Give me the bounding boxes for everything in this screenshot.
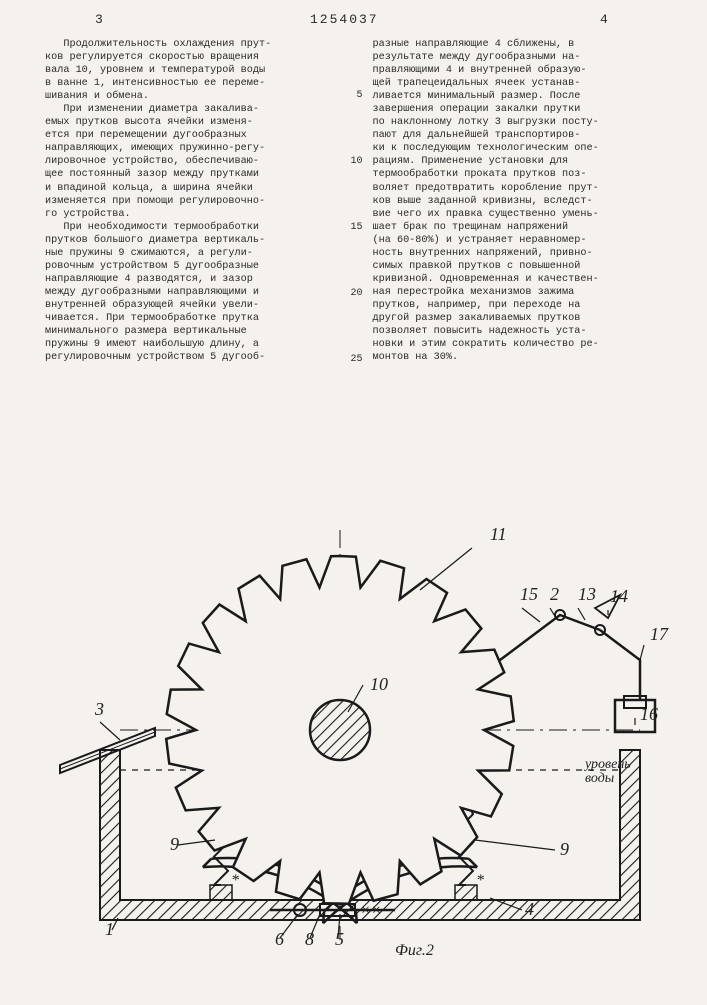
svg-text:9: 9 [560, 839, 569, 859]
document-number: 1254037 [310, 12, 379, 27]
svg-text:14: 14 [610, 586, 628, 606]
svg-text:Фиг.2: Фиг.2 [395, 942, 434, 959]
svg-text:17: 17 [650, 624, 669, 644]
svg-text:9: 9 [170, 834, 179, 854]
svg-text:××: ×× [360, 902, 382, 919]
svg-text:6: 6 [275, 929, 284, 949]
svg-text:15: 15 [520, 584, 538, 604]
svg-text:3: 3 [94, 699, 104, 719]
left-column: Продолжительность охлаждения прут- ков р… [45, 38, 345, 364]
svg-text:*: * [476, 872, 484, 889]
svg-text:13: 13 [578, 584, 596, 604]
text-columns: Продолжительность охлаждения прут- ков р… [45, 38, 672, 364]
figure-svg: ****××11152131417103169914685уровеньводы… [0, 500, 707, 1000]
svg-text:5: 5 [335, 929, 344, 949]
page-number-right: 4 [600, 12, 608, 27]
svg-text:11: 11 [490, 524, 507, 544]
svg-text:2: 2 [550, 584, 559, 604]
svg-text:*: * [231, 872, 239, 889]
svg-text:10: 10 [370, 674, 388, 694]
right-column: разные направляющие 4 сближены, в резуль… [373, 38, 673, 364]
page-number-left: 3 [95, 12, 103, 27]
svg-text:4: 4 [525, 899, 534, 919]
svg-text:16: 16 [640, 704, 658, 724]
figure-2: ****××11152131417103169914685уровеньводы… [0, 500, 707, 1000]
